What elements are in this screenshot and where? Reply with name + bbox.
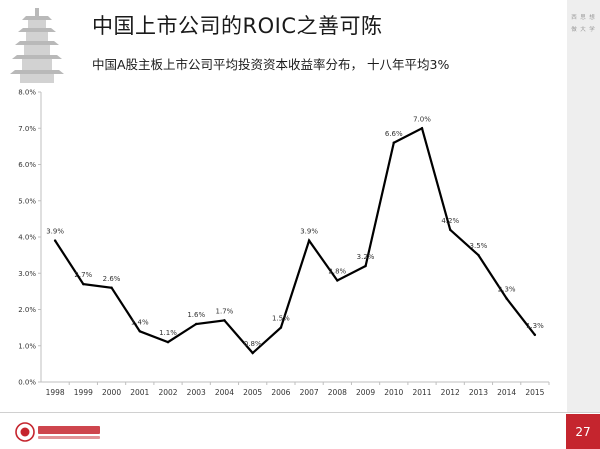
page-title: 中国上市公司的ROIC之善可陈 [92, 14, 383, 38]
x-tick-label: 2003 [187, 388, 206, 397]
data-point [110, 286, 113, 289]
x-tick-label: 2001 [130, 388, 149, 397]
x-tick-label: 2012 [441, 388, 460, 397]
data-label: 2.8% [328, 268, 346, 276]
data-point [533, 333, 537, 337]
data-label: 7.0% [413, 115, 431, 123]
data-label: 2.3% [498, 286, 516, 294]
x-tick-label: 2006 [271, 388, 290, 397]
x-tick-label: 2009 [356, 388, 375, 397]
side-strip-line: 西 思 想 [571, 15, 595, 21]
y-tick-label: 2.0% [18, 306, 36, 314]
x-tick-label: 2014 [497, 388, 516, 397]
pagoda-logo-icon [10, 8, 64, 83]
x-tick-label: 2008 [328, 388, 347, 397]
data-label: 3.9% [300, 228, 318, 236]
school-logo-icon [15, 422, 100, 442]
y-tick-label: 8.0% [18, 89, 36, 97]
x-tick-label: 2015 [525, 388, 544, 397]
data-label: 2.6% [103, 275, 121, 283]
data-point [477, 253, 480, 257]
roic-line-chart: 0.0% 1.0% 2.0% 3.0% 4.0% 5.0% 6.0% 7.0% 8.0% 1998… [18, 89, 550, 397]
x-tick-label: 1999 [74, 388, 93, 397]
data-label: 1.1% [159, 329, 177, 337]
data-point [166, 340, 170, 344]
x-tick-label: 2011 [412, 388, 431, 397]
data-label: 0.8% [244, 340, 262, 348]
data-label: 4.2% [441, 217, 459, 225]
data-label: 1.7% [216, 307, 234, 315]
page-number: 27 [566, 414, 600, 449]
data-point [392, 141, 395, 144]
roic-series-line [54, 126, 536, 355]
data-label: 1.4% [131, 318, 149, 326]
data-label: 1.6% [187, 311, 205, 319]
data-point [505, 297, 508, 300]
x-tick-label: 2002 [158, 388, 177, 397]
data-label: 1.5% [272, 315, 290, 323]
data-point [195, 322, 198, 326]
data-point [279, 326, 283, 329]
data-point [138, 330, 141, 333]
x-tick-label: 2013 [469, 388, 488, 397]
x-tick-label: 2010 [384, 388, 403, 397]
side-strip [567, 0, 600, 412]
data-point [223, 319, 226, 322]
data-label: 3.9% [46, 228, 64, 236]
y-tick-label: 4.0% [18, 234, 36, 242]
data-label: 6.6% [385, 130, 403, 138]
data-point [449, 228, 452, 231]
x-tick-label: 1998 [46, 388, 65, 397]
data-point [420, 127, 424, 130]
data-point [336, 279, 339, 282]
data-label: 1.3% [526, 322, 544, 330]
x-tick-label: 2000 [102, 388, 121, 397]
data-point [82, 282, 85, 286]
page-subtitle: 中国A股主板上市公司平均投资资本收益率分布， 十八年平均3% [92, 57, 450, 72]
data-point [364, 264, 367, 268]
data-label: 3.2% [357, 253, 375, 261]
y-tick-label: 7.0% [18, 125, 36, 133]
y-tick-label: 3.0% [18, 270, 36, 278]
y-tick-label: 6.0% [18, 161, 36, 169]
y-tick-label: 5.0% [18, 197, 36, 205]
x-tick-label: 2007 [300, 388, 319, 397]
data-label: 2.7% [74, 271, 92, 279]
data-point [251, 351, 254, 355]
x-tick-label: 2004 [215, 388, 234, 397]
side-strip-text: 西 思 想 做 大 学 [571, 14, 595, 38]
data-label: 3.5% [470, 242, 488, 250]
side-strip-line: 做 大 学 [571, 27, 595, 33]
y-tick-label: 0.0% [18, 379, 36, 387]
footer-divider [0, 412, 600, 413]
y-tick-label: 1.0% [18, 342, 36, 350]
data-point [307, 239, 311, 242]
x-tick-label: 2005 [243, 388, 262, 397]
data-point [53, 239, 57, 242]
